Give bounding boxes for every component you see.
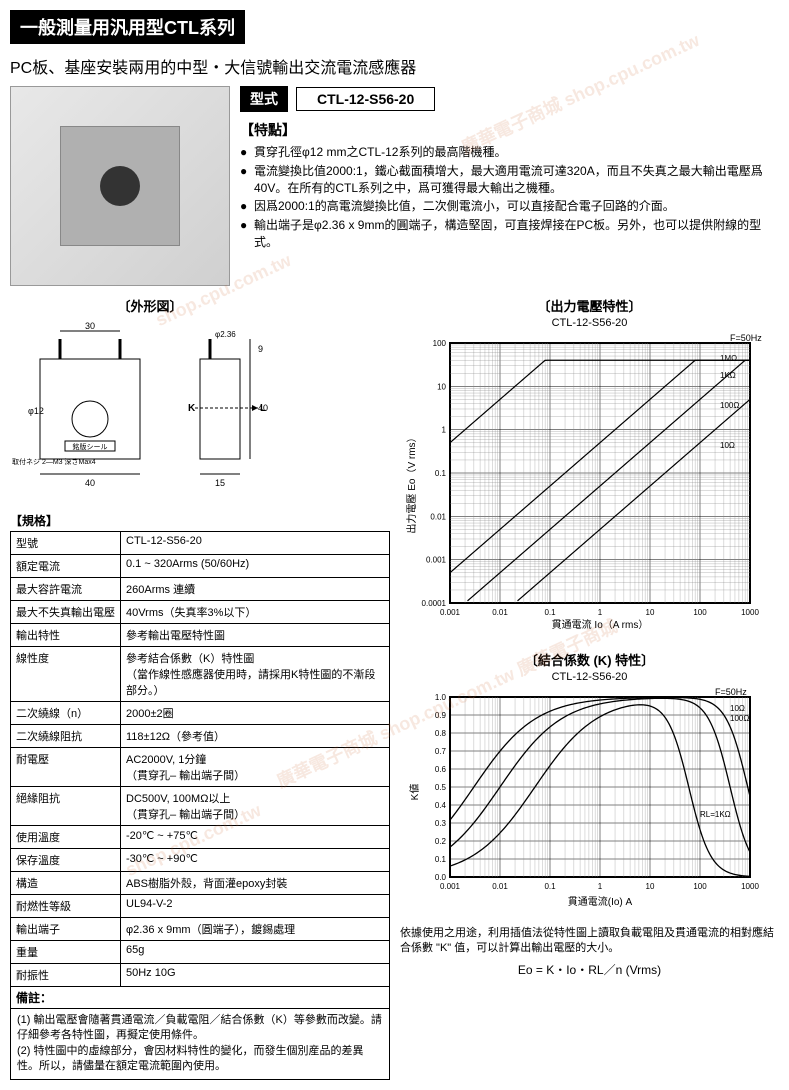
svg-text:1.0: 1.0 — [435, 693, 447, 702]
svg-text:0.001: 0.001 — [440, 882, 461, 891]
model-value: CTL-12-S56-20 — [296, 87, 435, 111]
svg-text:0.4: 0.4 — [435, 801, 447, 810]
svg-text:0.0: 0.0 — [435, 873, 447, 882]
svg-text:10: 10 — [646, 882, 655, 891]
table-row: 保存溫度-30℃ ~ +90℃ — [11, 849, 390, 872]
svg-text:0.1: 0.1 — [435, 855, 447, 864]
svg-text:0.6: 0.6 — [435, 765, 447, 774]
specs-title: 【規格】 — [10, 512, 390, 529]
title-bar: 一般測量用汎用型CTL系列 — [10, 10, 245, 44]
table-row: 最大容許電流260Arms 連續 — [11, 578, 390, 601]
feature-item: 電流變換比值2000:1，鐵心截面積增大，最大適用電流可達320A，而且不失真之… — [240, 163, 779, 197]
svg-text:1KΩ: 1KΩ — [720, 371, 736, 380]
svg-text:0.1: 0.1 — [435, 469, 447, 478]
svg-text:K値: K値 — [408, 784, 421, 801]
svg-text:K: K — [188, 403, 196, 414]
svg-text:100: 100 — [693, 882, 707, 891]
svg-text:0.9: 0.9 — [435, 711, 447, 720]
outline-diagram: 銘版シール 40 30 φ12 φ2.36 15 40 9 K L — [10, 319, 290, 499]
chart2-title: 〔結合係数 (K) 特性〕 — [400, 650, 779, 669]
svg-text:1: 1 — [598, 608, 603, 617]
table-row: 二次繞線（n）2000±2圈 — [11, 702, 390, 725]
table-row: 絕緣阻抗DC500V, 100MΩ以上 （貫穿孔– 輸出端子間） — [11, 787, 390, 826]
table-row: 型號CTL-12-S56-20 — [11, 532, 390, 555]
svg-text:銘版シール: 銘版シール — [73, 442, 108, 451]
svg-text:φ2.36: φ2.36 — [215, 330, 236, 339]
svg-text:F=50Hz: F=50Hz — [730, 333, 762, 343]
notes-title: 備註： — [10, 987, 390, 1009]
features-list: 貫穿孔徑φ12 mm之CTL-12系列的最高階機種。電流變換比值2000:1，鐵… — [240, 144, 779, 251]
svg-text:100Ω: 100Ω — [730, 714, 749, 723]
specs-table: 型號CTL-12-S56-20額定電流0.1 ~ 320Arms (50/60H… — [10, 531, 390, 987]
svg-text:L: L — [260, 403, 266, 414]
svg-text:0.01: 0.01 — [430, 512, 446, 521]
svg-text:0.01: 0.01 — [492, 882, 508, 891]
svg-text:1: 1 — [442, 426, 447, 435]
diagram-title: 〔外形図〕 — [10, 296, 290, 315]
svg-text:φ12: φ12 — [28, 406, 44, 416]
svg-text:RL=1KΩ: RL=1KΩ — [700, 810, 731, 819]
table-row: 二次繞線阻抗118±12Ω（參考值） — [11, 725, 390, 748]
svg-text:1000: 1000 — [741, 882, 759, 891]
chart-note: 依據使用之用途，利用插值法從特性圖上讀取負載電阻及貫通電流的相對應結合係數 "K… — [400, 926, 779, 957]
svg-text:10Ω: 10Ω — [720, 441, 735, 450]
svg-text:0.01: 0.01 — [492, 608, 508, 617]
svg-text:1: 1 — [598, 882, 603, 891]
subtitle: PC板、基座安裝兩用的中型・大信號輸出交流電流感應器 — [10, 54, 779, 78]
svg-text:30: 30 — [85, 321, 95, 331]
svg-text:0.5: 0.5 — [435, 783, 447, 792]
table-row: 線性度參考結合係數（K）特性圖 （當作線性感應器使用時，請採用K特性圖的不漸段部… — [11, 647, 390, 702]
svg-text:40: 40 — [85, 478, 95, 488]
model-label: 型式 — [240, 86, 288, 112]
svg-text:0.1: 0.1 — [544, 608, 556, 617]
svg-text:10: 10 — [646, 608, 655, 617]
svg-text:9: 9 — [258, 344, 263, 354]
svg-text:10Ω: 10Ω — [730, 704, 745, 713]
feature-item: 因爲2000:1的高電流變換比值，二次側電流小，可以直接配合電子回路的介面。 — [240, 198, 779, 215]
table-row: 最大不失真輸出電壓40Vrms（失真率3%以下） — [11, 601, 390, 624]
svg-text:0.8: 0.8 — [435, 729, 447, 738]
svg-text:貫通電流 Io（A rms）: 貫通電流 Io（A rms） — [552, 618, 649, 631]
svg-text:10: 10 — [437, 382, 446, 391]
svg-text:0.2: 0.2 — [435, 837, 447, 846]
table-row: 耐燃性等級UL94-V-2 — [11, 895, 390, 918]
svg-text:1MΩ: 1MΩ — [720, 354, 737, 363]
table-row: 重量65g — [11, 941, 390, 964]
table-row: 耐振性50Hz 10G — [11, 964, 390, 987]
svg-text:貫通電流(Io) A: 貫通電流(Io) A — [568, 895, 633, 908]
table-row: 額定電流0.1 ~ 320Arms (50/60Hz) — [11, 555, 390, 578]
notes-body: (1) 輸出電壓會隨著貫通電流／負載電阻／結合係數（K）等參數而改變。請仔細參考… — [10, 1009, 390, 1080]
table-row: 使用溫度-20℃ ~ +75℃ — [11, 826, 390, 849]
table-row: 耐電壓AC2000V, 1分鐘 （貫穿孔– 輸出端子間） — [11, 748, 390, 787]
svg-text:0.1: 0.1 — [544, 882, 556, 891]
table-row: 構造ABS樹脂外殼，背面灌epoxy封裝 — [11, 872, 390, 895]
svg-text:15: 15 — [215, 478, 225, 488]
svg-text:1000: 1000 — [741, 608, 759, 617]
chart2-subtitle: CTL-12-S56-20 — [400, 671, 779, 683]
features-title: 【特點】 — [240, 120, 779, 140]
feature-item: 貫穿孔徑φ12 mm之CTL-12系列的最高階機種。 — [240, 144, 779, 161]
svg-text:0.3: 0.3 — [435, 819, 447, 828]
svg-text:0.0001: 0.0001 — [422, 599, 447, 608]
chart1-subtitle: CTL-12-S56-20 — [400, 317, 779, 329]
formula: Eo = K・Io・RL／n (Vrms) — [400, 961, 779, 978]
product-photo — [10, 86, 230, 286]
coupling-coefficient-chart: K値 貫通電流(Io) A F=50Hz 10Ω 100Ω RL=1KΩ 0.0… — [400, 687, 770, 917]
svg-text:取付ネジ 2—M3 深さMax4: 取付ネジ 2—M3 深さMax4 — [12, 457, 96, 466]
feature-item: 輸出端子是φ2.36 x 9mm的圓端子，構造堅固，可直接焊接在PC板。另外，也… — [240, 217, 779, 251]
svg-text:0.001: 0.001 — [440, 608, 461, 617]
svg-text:100: 100 — [433, 339, 447, 348]
output-voltage-chart: 出力電壓 Eo（V rms） 貫通電流 Io（A rms） F=50Hz 1MΩ… — [400, 333, 770, 633]
chart1-title: 〔出力電壓特性〕 — [400, 296, 779, 315]
svg-text:0.001: 0.001 — [426, 556, 447, 565]
svg-text:100: 100 — [693, 608, 707, 617]
svg-text:0.7: 0.7 — [435, 747, 447, 756]
table-row: 輸出端子φ2.36 x 9mm（圓端子），鍍錫處理 — [11, 918, 390, 941]
table-row: 輸出特性參考輸出電壓特性圖 — [11, 624, 390, 647]
svg-text:F=50Hz: F=50Hz — [715, 687, 747, 697]
svg-text:100Ω: 100Ω — [720, 401, 739, 410]
svg-text:出力電壓 Eo（V rms）: 出力電壓 Eo（V rms） — [405, 432, 418, 533]
